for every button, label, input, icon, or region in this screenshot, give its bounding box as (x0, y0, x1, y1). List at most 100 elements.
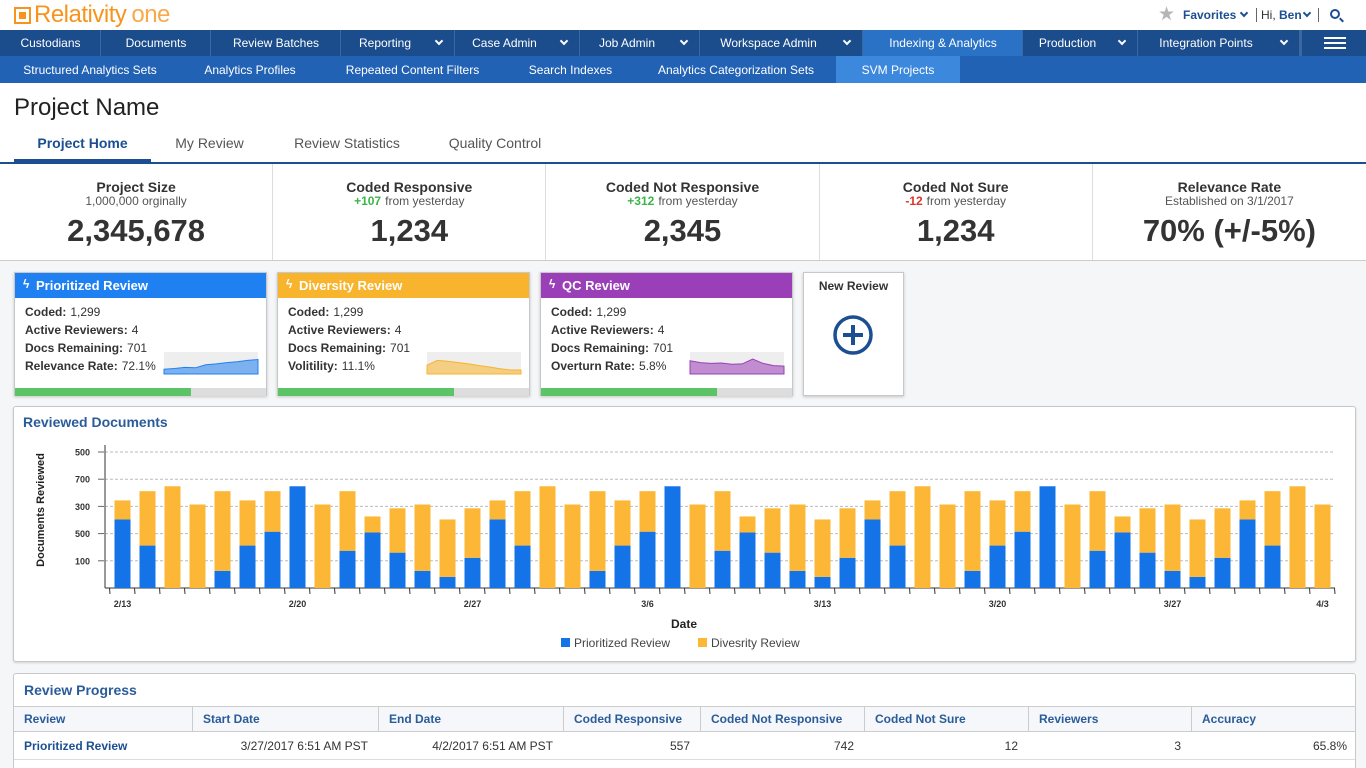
table-header-cell[interactable]: Start Date (192, 706, 378, 732)
progress-fill (15, 388, 191, 396)
row-value: 4 (131, 323, 139, 337)
table-panel: Review Progress Review Start Date End Date C… (13, 673, 1356, 768)
stat-note: +107 from yesterday (273, 194, 545, 208)
row-value: 701 (390, 341, 411, 355)
nav-item[interactable]: Job Admin (580, 30, 700, 56)
tab[interactable]: Review Statistics (268, 132, 426, 162)
nav-label: Indexing & Analytics (889, 36, 997, 50)
table-cell: 65.8% (1312, 739, 1347, 753)
nav-item[interactable]: Integration Points (1138, 30, 1300, 56)
row-value: 4 (394, 323, 402, 337)
nav-item[interactable]: Workspace Admin (700, 30, 863, 56)
subnav-label: Repeated Content Filters (345, 63, 480, 77)
new-review-card[interactable]: New Review (803, 272, 904, 396)
nav-item[interactable]: Reporting (341, 30, 455, 56)
subnav-item[interactable]: Structured Analytics Sets (0, 56, 180, 83)
header: Relativity one ★ Favorites Hi, Ben (0, 0, 1366, 30)
nav-item[interactable]: Indexing & Analytics (863, 30, 1023, 56)
tab[interactable]: Quality Control (426, 132, 564, 162)
subnav-label: Analytics Profiles (204, 63, 296, 77)
review-card[interactable]: ϟ QC Review Coded: 1,299 Active Reviewers: 4 D… (540, 272, 793, 396)
search-icon[interactable] (1330, 9, 1344, 23)
review-card[interactable]: ϟ Prioritized Review Coded: 1,299 Active Rev… (14, 272, 267, 396)
stat-note: -12 from yesterday (820, 194, 1092, 208)
nav-label: Workspace Admin (720, 36, 817, 50)
subnav-label: Structured Analytics Sets (23, 63, 157, 77)
favorites[interactable]: Favorites (1183, 8, 1237, 22)
table-header-cell[interactable]: Coded Not Sure (864, 706, 1028, 732)
progress-fill (541, 388, 717, 396)
logo-icon (14, 6, 31, 24)
menu-button[interactable] (1300, 30, 1366, 56)
star-icon: ★ (1158, 4, 1176, 25)
table-header-cell[interactable]: Reviewers (1028, 706, 1191, 732)
subnav-item[interactable]: Analytics Categorization Sets (636, 56, 836, 83)
row-value: 701 (653, 341, 674, 355)
row-label: Active Reviewers: (25, 323, 128, 337)
nav-item[interactable]: Custodians (0, 30, 101, 56)
review-card-row: Relevance Rate: 72.1% (25, 359, 156, 373)
table-cell: 3 (1174, 739, 1181, 753)
column-label: Coded Not Sure (875, 712, 966, 726)
nav-item[interactable]: Production (1023, 30, 1138, 56)
row-label: Coded: (25, 305, 67, 319)
tab-label: Quality Control (448, 135, 542, 151)
review-card[interactable]: ϟ Diversity Review Coded: 1,299 Active Revie… (277, 272, 530, 396)
stat-value: 2,345 (643, 213, 722, 248)
column-label: Accuracy (1202, 712, 1257, 726)
tab[interactable]: My Review (151, 132, 268, 162)
search-handle (1339, 17, 1344, 23)
chevron (1279, 36, 1289, 46)
stat: Relevance Rate Established on 3/1/2017 70%… (1093, 164, 1366, 260)
tab[interactable]: Project Home (14, 132, 151, 162)
nav-label: Integration Points (1159, 36, 1253, 50)
subnav-item[interactable]: Search Indexes (505, 56, 636, 83)
table-header-cell[interactable]: Accuracy (1191, 706, 1357, 732)
subnav-item[interactable]: SVM Projects (836, 56, 960, 83)
table-cell: 12 (1004, 739, 1018, 753)
greeting: Hi, (1261, 8, 1276, 22)
row-label: Overturn Rate: (551, 359, 636, 373)
chart-panel (13, 406, 1356, 662)
stat-value: 1,234 (916, 213, 995, 248)
stat-note: +312 from yesterday (546, 194, 818, 208)
chevron (434, 36, 444, 46)
subnav-item[interactable]: Repeated Content Filters (320, 56, 505, 83)
table-header-cell[interactable]: Coded Not Responsive (700, 706, 864, 732)
review-card-title: Prioritized Review (36, 278, 148, 293)
review-card-header: ϟ Prioritized Review (15, 273, 266, 298)
table-cell[interactable]: Prioritized Review (24, 739, 128, 753)
row-label: Coded: (551, 305, 593, 319)
subnav-item[interactable]: Analytics Profiles (180, 56, 320, 83)
table-header-cell[interactable]: End Date (378, 706, 563, 732)
stat: Coded Not Sure -12 from yesterday 1,234 (820, 164, 1093, 260)
review-card-row: Overturn Rate: 5.8% (551, 359, 666, 373)
bolt-icon: ϟ (23, 277, 30, 291)
bolt-icon: ϟ (286, 277, 293, 291)
nav-item[interactable]: Case Admin (455, 30, 580, 56)
column-label: Coded Responsive (574, 712, 683, 726)
row-value: 11.1% (341, 359, 375, 373)
table-header-cell[interactable]: Coded Responsive (563, 706, 700, 732)
bolt-icon: ϟ (549, 277, 556, 291)
review-card-row: Active Reviewers: 4 (288, 323, 401, 337)
column-label: End Date (389, 712, 442, 726)
tab-label: Review Statistics (294, 135, 400, 151)
row-label: Volitility: (288, 359, 338, 373)
row-value: 4 (657, 323, 665, 337)
review-card-row: Docs Remaining: 701 (25, 341, 147, 355)
user-name[interactable]: Ben (1279, 8, 1302, 22)
stat-note-text: from yesterday (926, 194, 1007, 208)
table-header-cell[interactable]: Review (14, 706, 192, 732)
logo-icon-inner (19, 11, 26, 19)
review-card-row: Docs Remaining: 701 (551, 341, 673, 355)
logo: Relativity one (14, 1, 170, 29)
nav-item[interactable]: Review Batches (211, 30, 341, 56)
logo-suffix: one (131, 1, 170, 28)
nav-label: Review Batches (232, 36, 320, 50)
review-card-header: ϟ Diversity Review (278, 273, 529, 298)
table-cell: 3/27/2017 6:51 AM PST (240, 739, 368, 753)
separator (1256, 8, 1257, 22)
nav-item[interactable]: Documents (101, 30, 211, 56)
